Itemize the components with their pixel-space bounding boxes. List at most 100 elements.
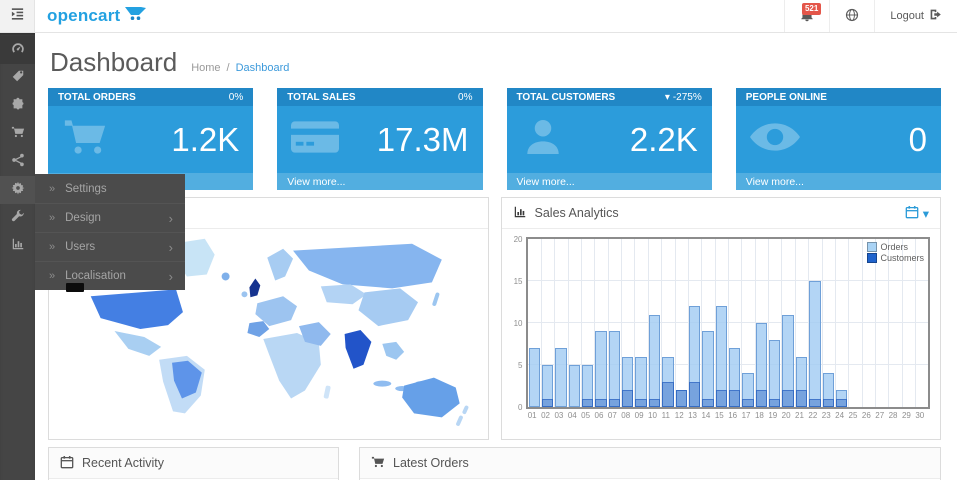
latest-orders-panel: Latest Orders [359,447,941,480]
chart-bar-customers [608,398,621,407]
chart-bar-customers [675,390,687,407]
tile-label: TOTAL SALES [287,91,356,103]
submenu-label: Settings [65,182,107,195]
submenu-item-users[interactable]: » Users › [35,232,185,261]
legend-swatch [867,253,878,263]
sidebar-item-sales[interactable] [0,120,35,148]
submenu-item-settings[interactable]: » Settings [35,174,185,203]
top-header: opencart 521 [0,0,957,33]
notification-count-badge: 521 [801,3,822,15]
caret-down-icon: ▾ [922,206,929,221]
date-range-button[interactable]: ▾ [905,205,929,222]
tile-label: PEOPLE ONLINE [745,91,827,103]
logout-button[interactable]: Logout [874,0,957,32]
chart-bar-customers [688,381,701,407]
sidebar-item-catalog[interactable] [0,64,35,92]
x-tick-label: 01 [527,411,537,420]
tile-total-sales: TOTAL SALES 0% 17.3M View more... [277,88,483,190]
submenu-partial-item [66,283,84,292]
sales-chart-plot: Orders Customers [525,237,930,409]
chevron-right-icon: › [168,239,173,255]
panel-title: Sales Analytics [534,206,619,220]
x-tick-label: 09 [634,411,644,420]
sidebar-item-extensions[interactable] [0,92,35,120]
caret-down-icon: ▾ [664,91,670,103]
x-tick-label: 10 [648,411,657,420]
recent-activity-panel: Recent Activity [48,447,339,480]
chart-bar-customers [835,398,848,407]
sales-analytics-panel: Sales Analytics ▾ 0 5 10 [500,197,941,440]
x-tick-label: 12 [674,411,684,420]
x-tick-label: 13 [688,411,698,420]
credit-card-icon [291,118,340,161]
tile-value: 17.3M [376,120,469,158]
x-tick-label: 25 [848,411,858,420]
tile-change: 0% [458,91,473,103]
x-tick-label: 26 [861,411,871,420]
chart-bar-orders [595,331,607,407]
sign-out-icon [929,8,942,24]
x-tick-label: 05 [581,411,591,420]
x-tick-label: 27 [875,411,885,420]
world-map[interactable] [55,231,482,437]
stores-button[interactable] [829,0,874,32]
breadcrumb-current[interactable]: Dashboard [235,62,290,74]
chart-bar-customers [541,398,554,407]
breadcrumb-home[interactable]: Home [191,62,221,74]
legend-label: Customers [880,253,924,263]
tile-value: 2.2K [629,120,698,158]
chart-bar-customers [755,390,768,407]
eye-icon [749,122,800,157]
breadcrumb: Home / Dashboard [191,62,289,74]
y-tick-label: 10 [513,319,523,328]
legend-item: Customers [867,253,924,263]
view-more-link[interactable]: View more... [506,173,712,190]
sidebar-nav [0,33,35,480]
double-chevron-icon: » [49,241,56,253]
sidebar-item-reports[interactable] [0,232,35,260]
chart-bar-customers [742,398,754,407]
view-more-link[interactable]: View more... [735,173,941,190]
x-tick-label: 19 [768,411,778,420]
header-actions: 521 Logout [784,0,957,32]
submenu-item-design[interactable]: » Design › [35,203,185,232]
page-header: Dashboard Home / Dashboard [48,41,941,88]
tag-icon [11,69,25,88]
notifications-button[interactable]: 521 [784,0,829,32]
chart-bar-customers [648,398,661,407]
submenu-label: Users [65,241,96,253]
sidebar-item-dashboard[interactable] [0,36,35,64]
chart-bar-orders [809,281,821,407]
sidebar-item-system[interactable] [0,176,35,204]
chart-bar-customers [729,390,741,407]
sidebar-item-marketing[interactable] [0,148,35,176]
chart-bar-customers [662,381,674,407]
chart-bar-orders [608,331,621,407]
user-icon [521,115,565,164]
sidebar-item-tools[interactable] [0,204,35,232]
opencart-logo[interactable]: opencart [35,0,159,32]
double-chevron-icon: » [49,270,56,282]
legend-swatch [867,242,878,252]
chart-bar-customers [622,390,634,407]
calendar-icon [905,205,919,222]
chart-icon [513,205,527,222]
sidebar-toggle-button[interactable] [0,0,35,32]
x-tick-label: 03 [554,411,564,420]
puzzle-piece-icon [11,97,25,116]
bottom-row: Recent Activity Latest Orders [48,447,941,480]
chart-bar-customers [782,390,794,407]
submenu-label: Localisation [65,270,126,282]
chart-bar-customers [822,398,834,407]
x-tick-label: 24 [835,411,845,420]
chart-bar-orders [702,331,714,407]
tile-people-online: PEOPLE ONLINE 0 View more... [735,88,941,190]
x-tick-label: 16 [728,411,738,420]
x-tick-label: 08 [621,411,631,420]
x-tick-label: 28 [888,411,898,420]
chart-bar-customers [702,398,714,407]
submenu-item-localisation[interactable]: » Localisation › [35,261,185,290]
view-more-link[interactable]: View more... [277,173,483,190]
legend-label: Orders [880,242,908,252]
y-tick-label: 0 [518,403,523,412]
